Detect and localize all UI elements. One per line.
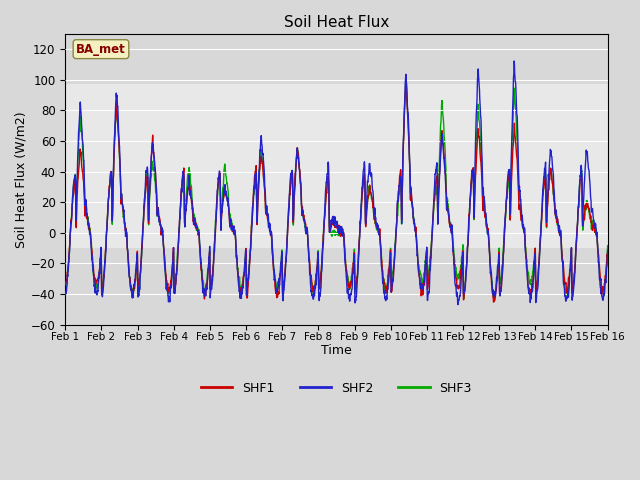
X-axis label: Time: Time bbox=[321, 344, 352, 357]
Y-axis label: Soil Heat Flux (W/m2): Soil Heat Flux (W/m2) bbox=[15, 111, 28, 248]
SHF1 bbox=[490, 299, 497, 305]
Line: SHF1: SHF1 bbox=[65, 82, 607, 302]
SHF1 bbox=[364, 196, 372, 202]
SHF1 bbox=[604, 250, 611, 256]
SHF1 bbox=[402, 79, 410, 84]
Line: SHF3: SHF3 bbox=[65, 81, 607, 299]
SHF3 bbox=[604, 243, 611, 249]
SHF3 bbox=[556, 230, 564, 236]
Text: BA_met: BA_met bbox=[76, 43, 126, 56]
SHF3 bbox=[61, 291, 69, 297]
SHF1 bbox=[572, 260, 579, 266]
SHF1 bbox=[61, 282, 69, 288]
SHF2 bbox=[510, 58, 518, 64]
Title: Soil Heat Flux: Soil Heat Flux bbox=[284, 15, 389, 30]
SHF1 bbox=[556, 229, 564, 235]
SHF1 bbox=[495, 263, 502, 269]
SHF2 bbox=[572, 264, 579, 269]
Line: SHF2: SHF2 bbox=[65, 61, 607, 305]
SHF1 bbox=[212, 202, 220, 207]
SHF2 bbox=[454, 302, 461, 308]
Bar bbox=[65, 84, 607, 248]
SHF2 bbox=[556, 233, 564, 239]
SHF2 bbox=[604, 247, 611, 253]
SHF3 bbox=[364, 196, 372, 202]
SHF2 bbox=[212, 209, 220, 215]
Legend: SHF1, SHF2, SHF3: SHF1, SHF2, SHF3 bbox=[196, 377, 477, 400]
SHF3 bbox=[572, 260, 579, 266]
SHF3 bbox=[460, 296, 468, 301]
SHF3 bbox=[495, 258, 502, 264]
SHF2 bbox=[61, 291, 69, 297]
SHF3 bbox=[402, 78, 410, 84]
SHF1 bbox=[352, 281, 360, 287]
SHF2 bbox=[494, 264, 502, 270]
SHF2 bbox=[364, 179, 372, 185]
SHF3 bbox=[212, 207, 220, 213]
SHF2 bbox=[352, 295, 360, 301]
SHF3 bbox=[352, 287, 360, 292]
